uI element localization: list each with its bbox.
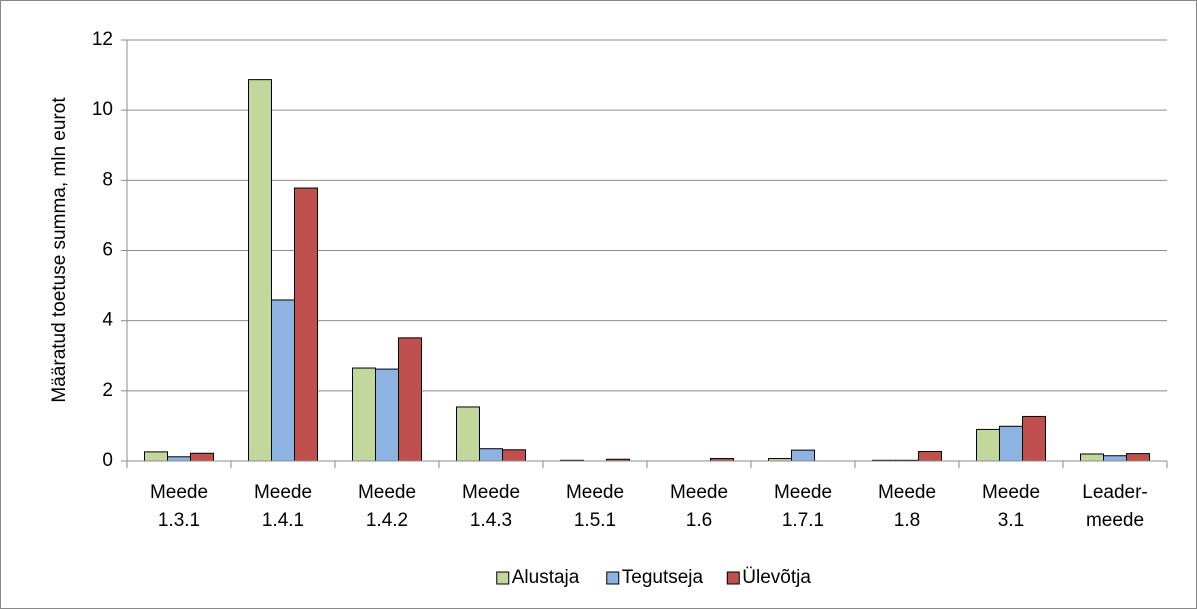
x-tick-label: 1.7.1 [782, 510, 824, 531]
x-tick-label: Meede [982, 482, 1040, 503]
x-tick-label: Meede [254, 482, 312, 503]
x-tick-label: Leader- [1082, 482, 1148, 503]
x-tick-label: Meede [670, 482, 728, 503]
legend-swatch [726, 571, 740, 585]
legend-swatch [496, 571, 510, 585]
bar [1103, 455, 1127, 462]
x-tick-label: 1.6 [686, 510, 712, 531]
y-tick-label: 4 [102, 310, 113, 331]
legend-swatch [606, 571, 620, 585]
y-tick-label: 10 [92, 99, 113, 120]
bar [190, 452, 214, 462]
x-tick-label: 1.5.1 [574, 510, 616, 531]
x-tick-label: 1.4.2 [366, 510, 408, 531]
legend-label: Ülevõtja [742, 567, 811, 588]
legend-label: Tegutseja [622, 567, 704, 588]
bar [248, 79, 272, 462]
x-tick-label: 1.4.1 [262, 510, 304, 531]
y-axis-label: Määratud toetuse summa, mln eurot [49, 97, 70, 403]
x-tick-label: Meede [774, 482, 832, 503]
bar [479, 448, 503, 462]
x-tick-label: 1.4.3 [470, 510, 512, 531]
x-tick-label: 1.3.1 [158, 510, 200, 531]
y-tick-label: 12 [92, 29, 113, 50]
y-tick-label: 8 [102, 169, 113, 190]
bar [167, 456, 191, 462]
bar [456, 406, 480, 462]
x-tick-label: Meede [566, 482, 624, 503]
x-tick-label: 3.1 [998, 510, 1024, 531]
y-tick-label: 0 [102, 450, 113, 471]
bar [144, 451, 168, 462]
bar [918, 451, 942, 462]
y-tick-label: 2 [102, 380, 113, 401]
bar [352, 367, 376, 462]
bar [976, 428, 1000, 462]
y-tick-label: 6 [102, 240, 113, 261]
x-tick-label: meede [1086, 510, 1144, 531]
legend-label: Alustaja [512, 567, 580, 588]
x-tick-label: 1.8 [894, 510, 920, 531]
x-tick-label: Meede [462, 482, 520, 503]
bar [294, 187, 318, 462]
bar [1126, 453, 1150, 462]
bar [1080, 453, 1104, 462]
bar [398, 337, 422, 462]
x-tick-label: Meede [150, 482, 208, 503]
x-tick-label: Meede [878, 482, 936, 503]
bar [791, 449, 815, 462]
bar [271, 299, 295, 462]
x-tick-label: Meede [358, 482, 416, 503]
bar [502, 449, 526, 462]
bar [375, 368, 399, 462]
bar [999, 425, 1023, 462]
bar [1022, 415, 1046, 462]
